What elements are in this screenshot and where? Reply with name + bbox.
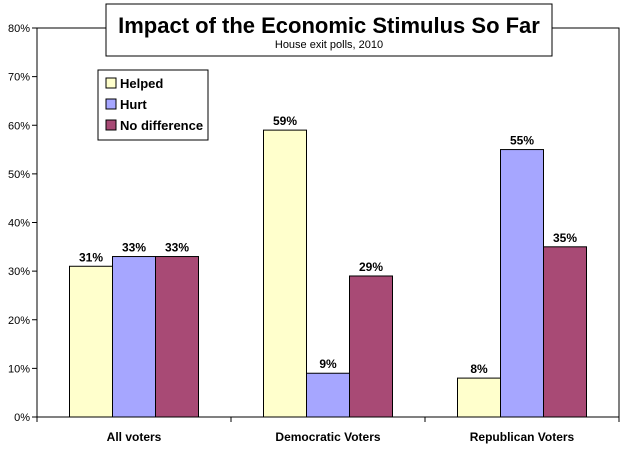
y-tick-label: 80% [8, 23, 30, 35]
data-label: 9% [319, 357, 337, 371]
bar [155, 256, 199, 418]
y-tick-label: 70% [8, 72, 30, 84]
bar [263, 129, 307, 418]
bar [349, 275, 393, 418]
bar [306, 372, 350, 418]
data-labels: 31% 33% 33% 59% 9% 29% 8% 55% 35% [79, 114, 577, 376]
legend-swatch [105, 98, 117, 110]
y-tick-label: 0% [14, 412, 30, 424]
title-frame [105, 3, 553, 57]
bars [69, 129, 587, 418]
bar [500, 149, 544, 418]
data-label: 55% [510, 134, 534, 148]
bar [543, 246, 587, 418]
bar [457, 377, 501, 418]
y-tick-label: 20% [8, 315, 30, 327]
data-label: 8% [470, 362, 488, 376]
axes: 0% 10% 20% 30% 40% 50% 60% 70% 80% All voters Demo… [8, 23, 620, 444]
x-category-label: Democratic Voters [275, 430, 380, 444]
x-category-label: All voters [107, 430, 162, 444]
chart-title: Impact of the Economic Stimulus So Far [118, 13, 540, 38]
chart-subtitle: House exit polls, 2010 [275, 39, 383, 51]
y-tick-label: 60% [8, 120, 30, 132]
data-label: 29% [359, 260, 383, 274]
x-category-label: Republican Voters [470, 430, 575, 444]
data-label: 59% [273, 114, 297, 128]
data-label: 35% [553, 231, 577, 245]
legend-label: Helped [120, 76, 163, 91]
legend-swatch [105, 77, 117, 89]
y-tick-label: 30% [8, 266, 30, 278]
y-tick-label: 40% [8, 218, 30, 230]
title-box: Impact of the Economic Stimulus So Far H… [105, 3, 553, 57]
legend-label: Hurt [120, 97, 147, 112]
data-label: 33% [122, 241, 146, 255]
data-label: 33% [165, 241, 189, 255]
y-tick-label: 10% [8, 363, 30, 375]
legend: Helped Hurt No difference [97, 69, 209, 141]
legend-swatch [105, 119, 117, 131]
legend-label: No difference [120, 118, 203, 133]
y-tick-label: 50% [8, 169, 30, 181]
bar [112, 256, 156, 418]
bar [69, 265, 113, 418]
data-label: 31% [79, 250, 103, 264]
